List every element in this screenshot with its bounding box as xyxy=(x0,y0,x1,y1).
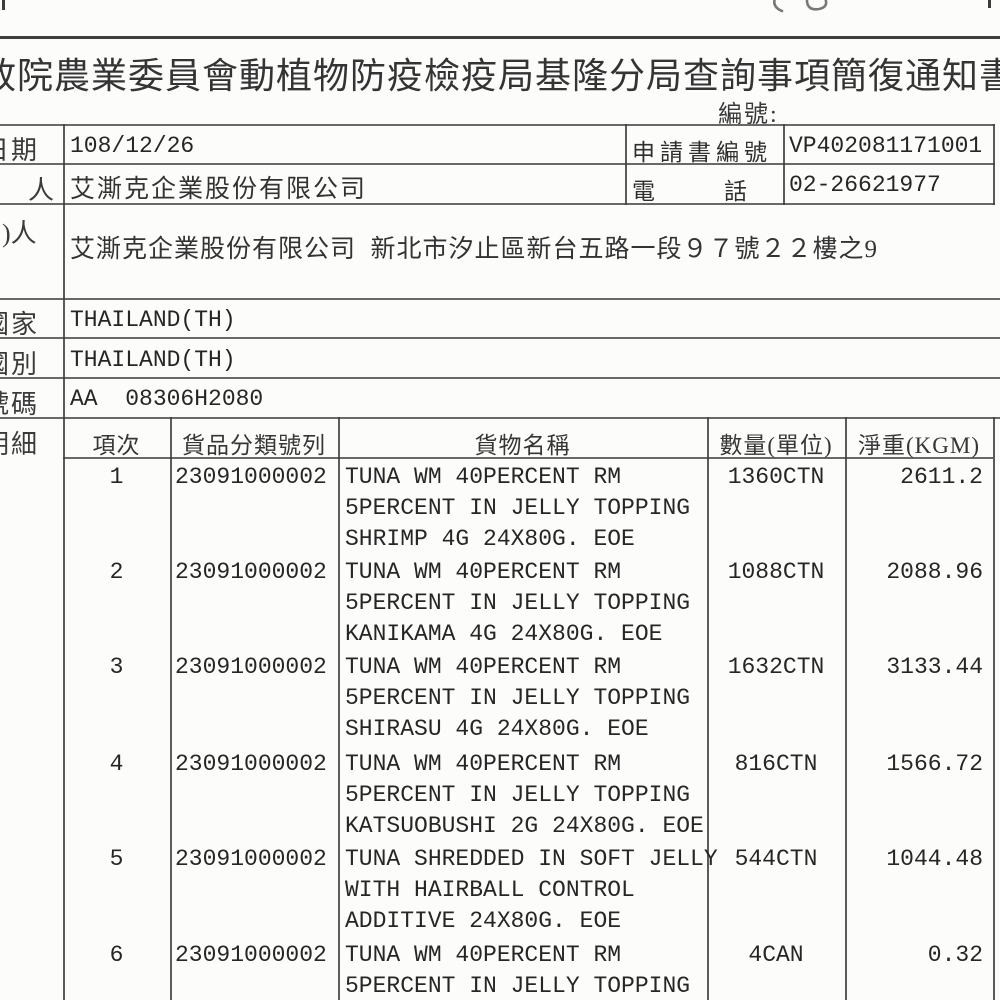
grid-line xyxy=(0,124,995,126)
table-row: 4 23091000002 TUNA WM 40PERCENT RM 5PERC… xyxy=(63,751,993,847)
applicant-name-value: 艾澌克企業股份有限公司 xyxy=(70,176,368,203)
goods-desc-line: TUNA WM 40PERCENT RM xyxy=(345,751,622,777)
scan-edge-mark xyxy=(2,0,5,10)
quantity: 544CTN xyxy=(734,846,818,872)
grid-line xyxy=(0,377,1000,379)
grid-line xyxy=(993,124,995,205)
tariff-code: 23091000002 xyxy=(175,654,327,680)
column-header-goods-name: 貨物名稱 xyxy=(474,433,571,458)
notified-party-value: 艾澌克企業股份有限公司 新北市汐止區新台五路一段９７號２２樓之9 xyxy=(70,236,879,263)
handwritten-mark-icon xyxy=(773,0,828,13)
grid-line xyxy=(993,417,995,1000)
grid-line xyxy=(0,203,995,205)
quantity: 1360CTN xyxy=(727,464,825,490)
goods-desc-line: KATSUOBUSHI 2G 24X80G. EOE xyxy=(345,813,704,839)
net-weight: 1566.72 xyxy=(886,751,983,777)
quantity: 4CAN xyxy=(748,942,804,968)
shipment-country-value: THAILAND(TH) xyxy=(70,347,236,373)
tariff-code: 23091000002 xyxy=(175,942,327,968)
clipped-char-fragment: 國 xyxy=(0,344,11,381)
grid-line xyxy=(783,124,785,205)
table-row: 1 23091000002 TUNA WM 40PERCENT RM 5PERC… xyxy=(63,464,993,560)
tariff-code: 23091000002 xyxy=(175,464,327,490)
goods-desc-line: ADDITIVE 24X80G. EOE xyxy=(345,908,622,934)
goods-desc-line: TUNA WM 40PERCENT RM xyxy=(345,654,622,680)
grid-line xyxy=(707,417,709,1000)
container-code-value: AA 08306H2080 xyxy=(70,386,264,412)
item-no: 2 xyxy=(109,559,124,585)
net-weight: 1044.48 xyxy=(886,846,983,872)
row-label-country: 國家 xyxy=(0,304,37,341)
grid-line xyxy=(0,337,1000,339)
net-weight: 3133.44 xyxy=(886,654,983,680)
application-no-value: VP402081171001 xyxy=(789,133,983,159)
net-weight: 0.32 xyxy=(927,942,983,968)
goods-desc-line: KANIKAMA 4G 24X80G. EOE xyxy=(345,621,663,647)
grid-line xyxy=(63,124,65,1000)
net-weight: 2611.2 xyxy=(900,464,983,490)
column-header-item-no: 項次 xyxy=(92,433,141,458)
item-no: 4 xyxy=(109,751,124,777)
tariff-code: 23091000002 xyxy=(175,846,327,872)
row-label-country-category: 國別 xyxy=(0,344,37,381)
tariff-code: 23091000002 xyxy=(175,559,327,585)
goods-desc-line: SHRIMP 4G 24X80G. EOE xyxy=(345,526,635,552)
goods-desc-line: 5PERCENT IN JELLY TOPPING xyxy=(345,590,691,616)
goods-desc-line: TUNA WM 40PERCENT RM xyxy=(345,464,622,490)
item-no: 6 xyxy=(109,942,124,968)
grid-line xyxy=(0,163,995,165)
table-row: 5 23091000002 TUNA SHREDDED IN SOFT JELL… xyxy=(63,846,993,942)
grid-line xyxy=(0,298,1000,300)
phone-value: 02-26621977 xyxy=(789,172,941,198)
tariff-code: 23091000002 xyxy=(175,751,327,777)
goods-desc-line: TUNA WM 40PERCENT RM xyxy=(345,559,622,585)
quantity: 816CTN xyxy=(734,751,818,777)
origin-country-value: THAILAND(TH) xyxy=(70,307,236,333)
grid-line xyxy=(0,417,1000,419)
table-row: 3 23091000002 TUNA WM 40PERCENT RM 5PERC… xyxy=(63,654,993,750)
application-no-label: 申請書編號 xyxy=(632,140,772,165)
row-label-date: 日期 xyxy=(0,130,37,167)
row-label-detail: 明細 xyxy=(0,424,37,461)
row-label-applicant: 人 xyxy=(28,176,55,205)
page-title: 政院農業委員會動植物防疫檢疫局基隆分局查詢事項簡復通知書 xyxy=(0,56,1000,96)
goods-desc-line: TUNA WM 40PERCENT RM xyxy=(345,942,622,968)
goods-desc-line: 5PERCENT IN JELLY TOPPING xyxy=(345,782,691,808)
item-no: 1 xyxy=(109,464,124,490)
reference-number-label: 編號: xyxy=(718,102,779,128)
column-header-quantity: 數量(單位) xyxy=(719,433,833,458)
table-row: 2 23091000002 TUNA WM 40PERCENT RM 5PERC… xyxy=(63,559,993,655)
row-label-code: 號碼 xyxy=(0,384,37,421)
date-value: 108/12/26 xyxy=(70,133,195,159)
clipped-char-fragment: 明 xyxy=(0,424,11,461)
clipped-char-fragment: 日 xyxy=(0,130,11,167)
item-no: 3 xyxy=(109,654,124,680)
goods-desc-line: 5PERCENT IN JELLY TOPPING xyxy=(345,495,691,521)
grid-line xyxy=(845,417,847,1000)
grid-line xyxy=(338,417,340,1000)
goods-desc-line: 5PERCENT IN JELLY TOPPING xyxy=(345,685,691,711)
goods-desc-line: WITH HAIRBALL CONTROL xyxy=(345,877,635,903)
quantity: 1088CTN xyxy=(727,559,825,585)
goods-desc-line: SHIRASU 4G 24X80G. EOE xyxy=(345,716,649,742)
column-header-net-weight: 淨重(KGM) xyxy=(858,433,980,458)
clipped-char-fragment: 國 xyxy=(0,304,11,341)
top-rule xyxy=(0,36,1000,39)
table-row: 6 23091000002 TUNA WM 40PERCENT RM 5PERC… xyxy=(63,942,993,1000)
grid-line xyxy=(625,124,627,205)
column-header-tariff-code: 貨品分類號列 xyxy=(182,433,326,458)
clipped-char-fragment: 號 xyxy=(0,384,11,421)
grid-line xyxy=(63,457,993,459)
row-label-notified-party: )人 xyxy=(2,219,37,248)
quantity: 1632CTN xyxy=(727,654,825,680)
phone-label: 電 話 xyxy=(632,179,747,204)
net-weight: 2088.96 xyxy=(886,559,983,585)
item-no: 5 xyxy=(109,846,124,872)
scan-edge-mark xyxy=(988,0,991,8)
goods-desc-line: 5PERCENT IN JELLY TOPPING xyxy=(345,973,691,999)
grid-line xyxy=(170,417,172,1000)
goods-desc-line: TUNA SHREDDED IN SOFT JELLY xyxy=(345,846,718,872)
